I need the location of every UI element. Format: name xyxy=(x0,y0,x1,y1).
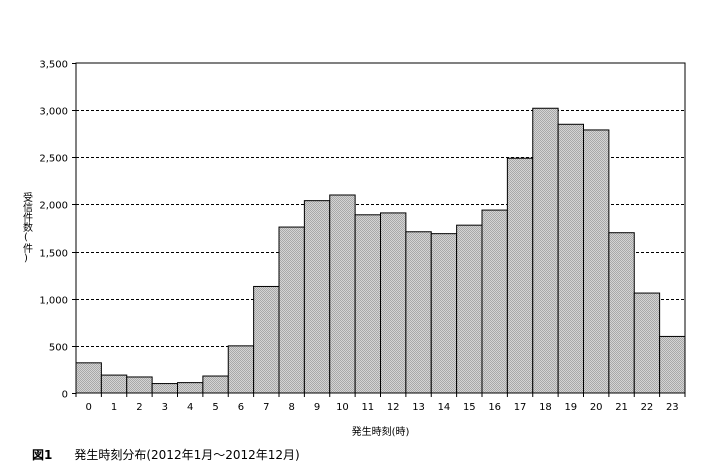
x-tick-label: 16 xyxy=(488,402,501,413)
y-tick-label: 1,000 xyxy=(39,296,68,307)
bar-hour-9 xyxy=(303,200,331,394)
bar-hour-1 xyxy=(100,374,128,394)
bar-hour-2 xyxy=(126,376,153,394)
x-axis-ticks: 0 1 2 3 4 5 6 7 8 9 10 11 12 13 14 15 16 17 18 19 20 21 22 23 xyxy=(75,393,686,413)
bar-hour-5 xyxy=(202,375,229,394)
y-tick-label: 3,500 xyxy=(39,60,68,71)
x-tick-label: 4 xyxy=(187,402,193,413)
bar-hour-11 xyxy=(354,214,381,394)
bar-hour-0 xyxy=(75,362,102,394)
x-tick-label: 10 xyxy=(336,402,349,413)
bar-hour-6 xyxy=(227,345,255,394)
bar-hour-4 xyxy=(177,382,204,394)
x-tick-label: 8 xyxy=(289,402,295,413)
bar-hour-8 xyxy=(278,226,305,394)
bar-hour-17 xyxy=(506,157,534,394)
x-tick-label: 13 xyxy=(412,402,425,413)
bar-hour-20 xyxy=(583,129,610,394)
bar-hour-19 xyxy=(557,123,584,394)
x-tick-label: 3 xyxy=(162,402,168,413)
bar-hour-3 xyxy=(151,383,178,394)
x-tick-label: 12 xyxy=(387,402,400,413)
y-tick-label: 2,000 xyxy=(39,201,68,212)
x-tick-label: 6 xyxy=(238,402,244,413)
x-tick-label: 20 xyxy=(590,402,603,413)
x-tick-label: 15 xyxy=(463,402,476,413)
x-tick-label: 22 xyxy=(641,402,654,413)
figure-caption: 図1 発生時刻分布(2012年1月〜2012年12月) xyxy=(32,446,300,463)
bars xyxy=(75,107,686,394)
x-tick-label: 11 xyxy=(361,402,374,413)
x-tick-label: 18 xyxy=(539,402,552,413)
bar-hour-13 xyxy=(405,231,432,394)
bar-hour-16 xyxy=(481,209,508,394)
x-tick-label: 1 xyxy=(111,402,117,413)
bar-hour-10 xyxy=(329,194,356,394)
x-tick-label: 14 xyxy=(438,402,451,413)
x-tick-label: 9 xyxy=(314,402,320,413)
figure-caption-text: 発生時刻分布(2012年1月〜2012年12月) xyxy=(74,448,300,462)
x-tick-label: 23 xyxy=(666,402,679,413)
x-axis-label: 発生時刻(時) xyxy=(352,425,410,438)
bar-hour-12 xyxy=(380,212,407,394)
bar-hour-7 xyxy=(253,285,280,394)
bar-hour-23 xyxy=(659,335,686,394)
y-tick-label: 2,500 xyxy=(39,154,68,165)
x-tick-label: 19 xyxy=(564,402,577,413)
bar-hour-14 xyxy=(430,233,458,394)
x-tick-label: 5 xyxy=(212,402,218,413)
y-tick-label: 0 xyxy=(62,390,68,401)
bar-hour-18 xyxy=(532,107,559,394)
y-axis-label: 受信件数(件) xyxy=(21,192,33,264)
x-tick-label: 7 xyxy=(263,402,269,413)
bar-hour-22 xyxy=(633,292,661,394)
figure-number: 図1 xyxy=(32,448,53,462)
y-tick-label: 3,000 xyxy=(39,107,68,118)
y-tick-label: 1,500 xyxy=(39,249,68,260)
x-tick-label: 17 xyxy=(514,402,527,413)
x-tick-label: 0 xyxy=(86,402,92,413)
y-tick-label: 500 xyxy=(49,343,68,354)
y-axis-ticks: 0 500 1,000 1,500 2,000 2,500 3,000 3,500 xyxy=(39,60,76,401)
x-tick-label: 2 xyxy=(136,402,142,413)
bar-hour-21 xyxy=(608,232,635,394)
bar-hour-15 xyxy=(456,224,483,394)
x-tick-label: 21 xyxy=(615,402,628,413)
